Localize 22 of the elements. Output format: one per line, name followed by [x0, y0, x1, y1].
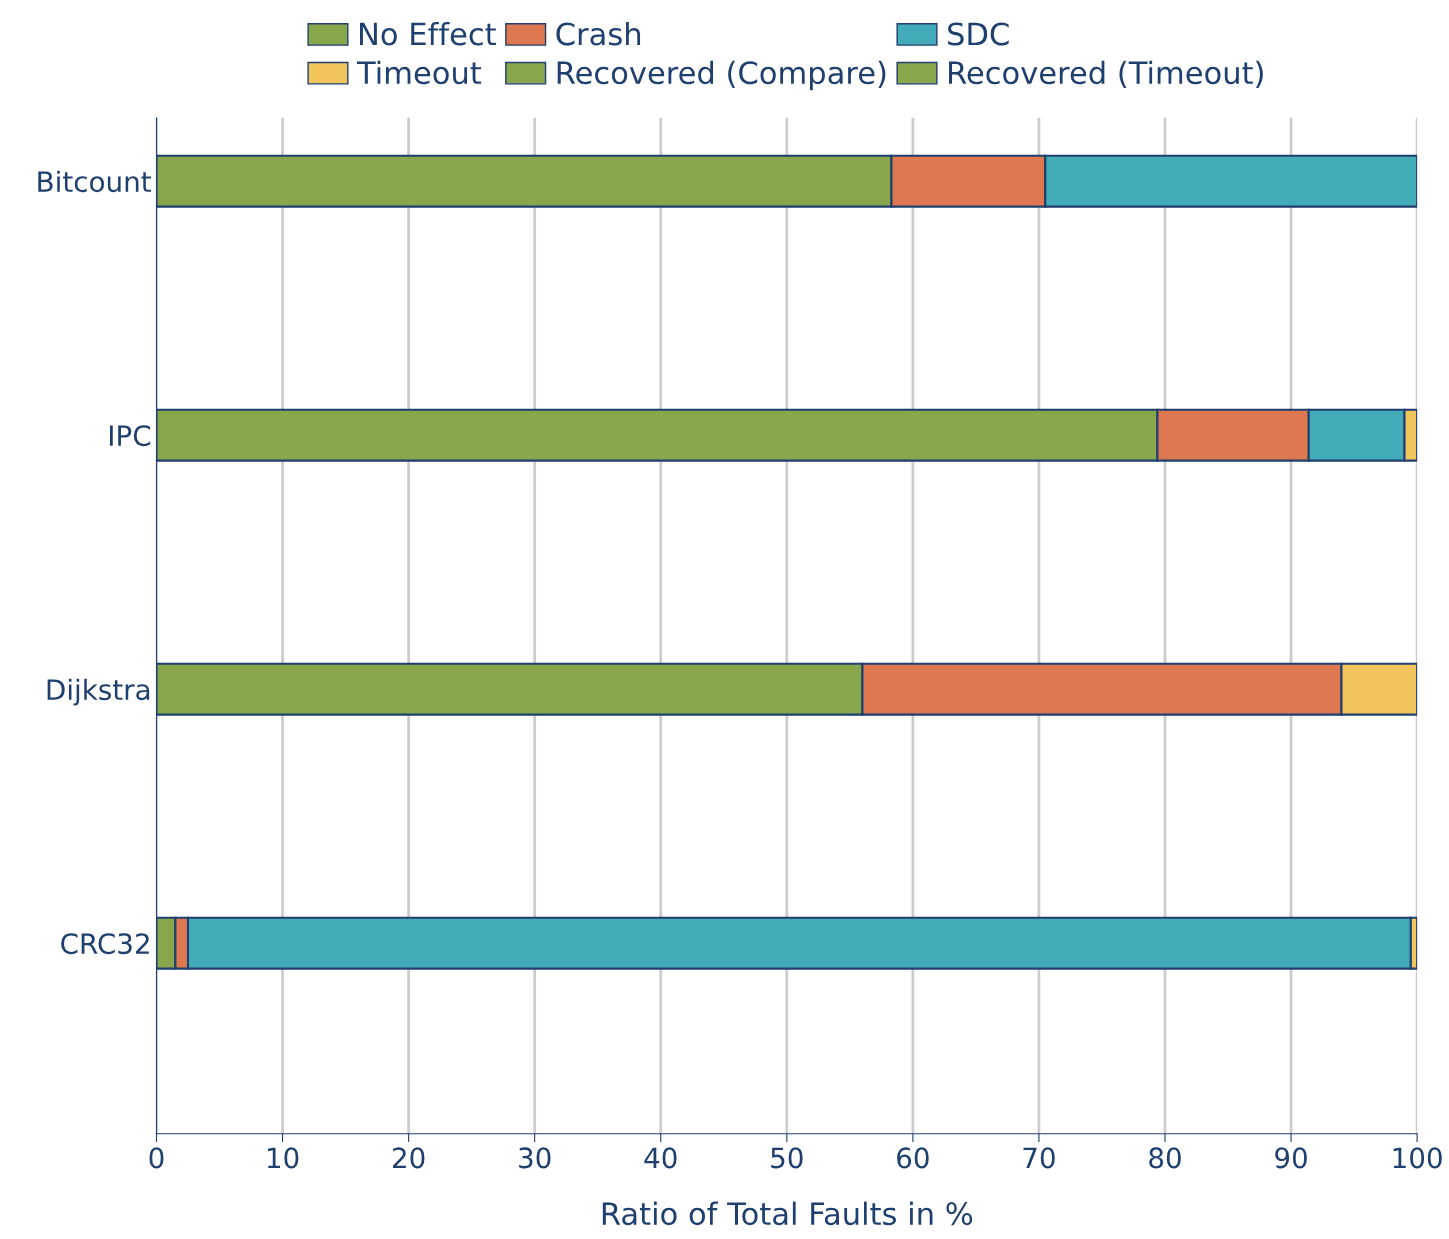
x-tick-label: 30	[519, 1147, 551, 1169]
y-tick-label: IPC	[110, 425, 151, 447]
legend-label: Recovered (Timeout)	[949, 60, 1263, 88]
y-tick-label: Dijkstra	[47, 678, 150, 706]
x-tick-label: 0	[149, 1147, 164, 1169]
x-tick-label: 100	[1393, 1147, 1442, 1169]
y-tick-label: Bitcount	[38, 170, 151, 193]
legend-label: No Effect	[360, 21, 496, 46]
legend-label: Recovered (Compare)	[557, 60, 886, 91]
x-axis-title: Ratio of Total Faults in %	[602, 1201, 973, 1226]
x-tick-label: 80	[1149, 1147, 1181, 1169]
x-tick-label: 20	[392, 1147, 425, 1169]
legend-label: Crash	[556, 21, 641, 46]
x-tick-label: 40	[644, 1147, 677, 1169]
x-tick-label: 10	[267, 1147, 299, 1169]
x-tick-label: 50	[771, 1147, 803, 1169]
legend-label: Timeout	[356, 60, 482, 85]
y-tick-label: CRC32	[61, 933, 149, 955]
legend-label: SDC	[948, 22, 1009, 46]
x-tick-label: 60	[897, 1147, 929, 1169]
x-tick-label: 90	[1275, 1147, 1307, 1169]
x-tick-label: 70	[1023, 1147, 1055, 1169]
